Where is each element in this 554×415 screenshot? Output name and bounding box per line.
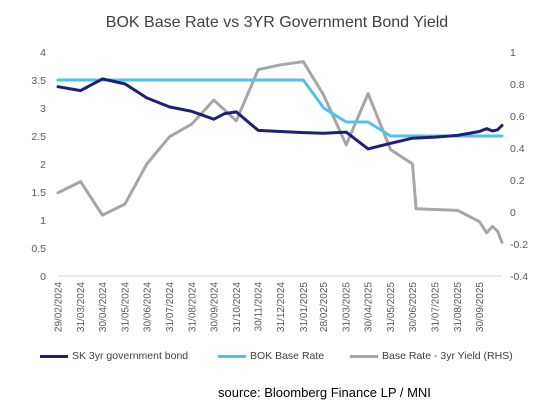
x-tick-label: 31/05/2024	[121, 282, 132, 332]
legend-item-bok-base-rate: BOK Base Rate	[218, 350, 324, 362]
legend-item-sk-3yr: SK 3yr government bond	[40, 350, 188, 362]
x-tick-label: 31/01/2025	[299, 282, 310, 332]
y-right-tick-label: -0.2	[510, 239, 528, 251]
series-line-bok-base-rate	[56, 78, 504, 138]
x-tick-label: 30/06/2024	[142, 282, 153, 332]
x-tick-label: 31/03/2024	[76, 282, 87, 332]
y-right-tick-label: 0.2	[510, 175, 525, 187]
y-left-tick-label: 0	[40, 271, 46, 283]
x-tick-label: 31/12/2024	[276, 282, 287, 332]
legend-swatch-bok-base-rate	[218, 354, 246, 358]
series-line-spread-rhs	[56, 60, 504, 244]
chart-legend: SK 3yr government bond BOK Base Rate Bas…	[40, 350, 520, 368]
legend-swatch-spread	[350, 354, 378, 358]
x-tick-label: 30/11/2024	[254, 282, 265, 332]
y-left-tick-label: 3.5	[31, 75, 46, 87]
x-tick-label: 29/02/2024	[54, 282, 65, 332]
x-tick-label: 31/05/2025	[386, 282, 397, 332]
y-right-tick-label: -0.4	[510, 271, 528, 283]
legend-label-bok-base-rate: BOK Base Rate	[250, 350, 325, 362]
legend-label-sk-3yr: SK 3yr government bond	[72, 350, 189, 362]
chart-title: BOK Base Rate vs 3YR Government Bond Yie…	[105, 14, 449, 31]
y-left-tick-label: 3	[40, 103, 46, 115]
x-tick-label: 31/07/2024	[165, 282, 176, 332]
y-right-tick-label: 0.8	[510, 79, 525, 91]
x-tick-label: 30/04/2025	[364, 282, 375, 332]
y-left-tick-label: 0.5	[31, 243, 46, 255]
y-right-tick-label: 0.6	[510, 111, 525, 123]
x-tick-label: 31/08/2025	[453, 282, 464, 332]
series-line-sk-3yr-bond	[56, 77, 504, 151]
legend-item-spread: Base Rate - 3yr Yield (RHS)	[350, 350, 513, 362]
source-note: source: Bloomberg Finance LP / MNI	[218, 385, 431, 400]
axes-layer: 0 0.5 1 1.5 2 2.5 3 3.5 4 -0.4 -0.2 0 0.2 0.4 0.6 0.8 1 2…	[31, 47, 528, 332]
y-right-tick-label: 0.4	[510, 143, 525, 155]
y-left-tick-label: 4	[40, 47, 46, 59]
x-tick-label: 31/03/2025	[342, 282, 353, 332]
x-tick-label: 30/09/2025	[475, 282, 486, 332]
y-left-tick-label: 2	[40, 159, 46, 171]
y-left-tick-label: 2.5	[31, 131, 46, 143]
x-tick-label: 30/09/2024	[209, 282, 220, 332]
x-tick-label: 28/02/2025	[319, 282, 330, 332]
y-left-tick-label: 1.5	[31, 187, 46, 199]
x-tick-label: 31/07/2025	[431, 282, 442, 332]
x-tick-label: 31/10/2024	[232, 282, 243, 332]
y-left-tick-label: 1	[40, 215, 46, 227]
x-tick-label: 30/06/2025	[408, 282, 419, 332]
legend-label-spread: Base Rate - 3yr Yield (RHS)	[382, 350, 513, 362]
x-tick-label: 31/08/2024	[187, 282, 198, 332]
y-right-tick-label: 0	[510, 207, 516, 219]
legend-swatch-sk-3yr	[40, 354, 68, 358]
series-layer	[56, 60, 504, 244]
y-right-tick-label: 1	[510, 47, 516, 59]
x-tick-label: 30/04/2024	[98, 282, 109, 332]
